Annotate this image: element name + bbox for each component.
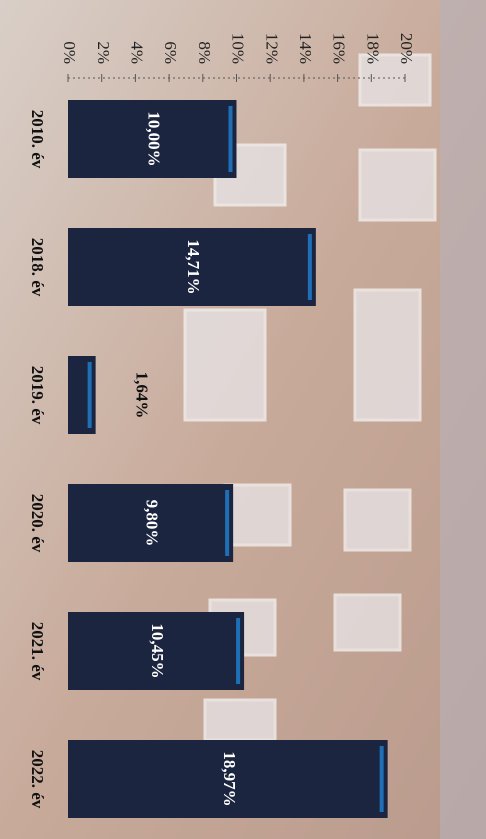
x-tick-label: 10% xyxy=(229,33,248,64)
building-windows xyxy=(183,53,437,742)
category-label: 2018. év xyxy=(28,238,47,297)
category-label: 2020. év xyxy=(28,494,47,553)
x-tick-label: 8% xyxy=(195,41,214,64)
x-tick-label: 18% xyxy=(363,33,382,64)
x-tick-label: 0% xyxy=(60,41,79,64)
value-label: 18,97% xyxy=(220,751,239,806)
x-tick-label: 16% xyxy=(330,33,349,64)
value-label: 1,64% xyxy=(133,372,152,419)
x-tick-label: 4% xyxy=(127,41,146,64)
category-label: 2019. év xyxy=(28,366,47,425)
bar xyxy=(68,612,245,690)
building-edge xyxy=(440,0,486,839)
value-label: 10,45% xyxy=(148,623,167,678)
bar-edge xyxy=(87,362,92,428)
bar-edge xyxy=(307,234,312,300)
bar xyxy=(68,740,388,818)
x-tick-label: 12% xyxy=(262,33,281,64)
x-tick-label: 2% xyxy=(94,41,113,64)
category-label: 2021. év xyxy=(28,622,47,681)
bar xyxy=(68,484,234,562)
value-label: 10,00% xyxy=(144,111,163,166)
bar-edge xyxy=(379,746,384,812)
bar-edge xyxy=(236,618,241,684)
category-label: 2010. év xyxy=(28,110,47,169)
x-tick-label: 20% xyxy=(397,33,416,64)
category-label: 2022. év xyxy=(28,750,47,809)
value-label: 9,80% xyxy=(143,500,162,547)
x-tick-label: 14% xyxy=(296,33,315,64)
bar xyxy=(68,228,316,306)
bar-edge xyxy=(228,106,233,172)
bar xyxy=(68,100,237,178)
value-label: 14,71% xyxy=(184,239,203,294)
bar-edge xyxy=(225,490,230,556)
x-tick-label: 6% xyxy=(161,41,180,64)
